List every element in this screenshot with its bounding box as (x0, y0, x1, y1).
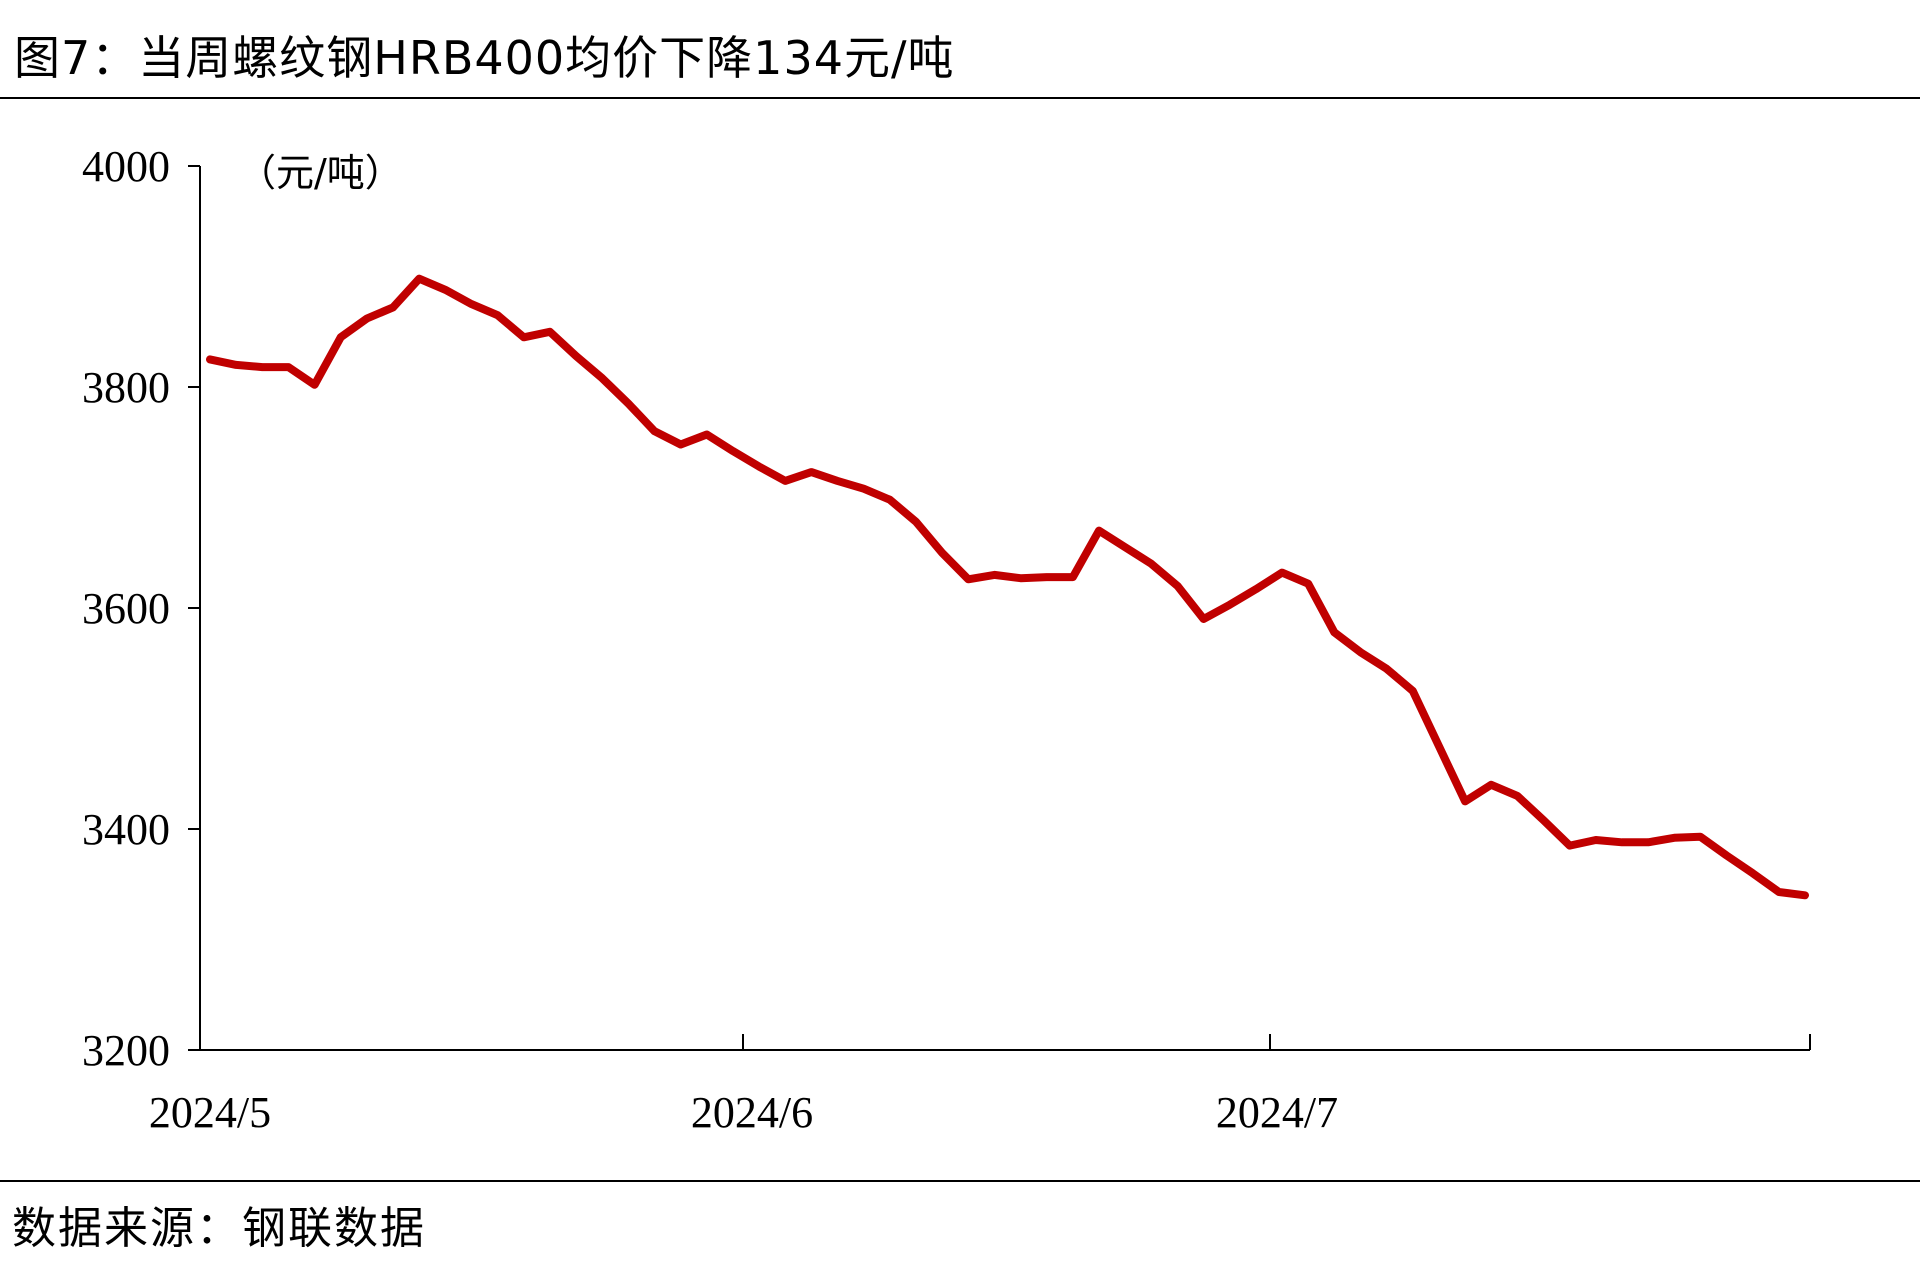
unit-label: （元/吨） (238, 151, 403, 195)
x-axis-ticks: 2024/5 2024/6 2024/7 (149, 1034, 1811, 1137)
x-tick-label: 2024/6 (691, 1088, 813, 1137)
x-tick-label: 2024/5 (149, 1088, 271, 1137)
bottom-rule (0, 1180, 1920, 1182)
y-axis-ticks: 3200 3400 3600 3800 4000 (82, 142, 200, 1075)
y-tick-label: 3200 (82, 1026, 170, 1075)
series-line (206, 274, 1809, 900)
y-tick-label: 4000 (82, 142, 170, 191)
data-points (209, 278, 1806, 896)
figure-title: 图7：当周螺纹钢HRB400均价下降134元/吨 (14, 31, 955, 85)
top-rule (0, 97, 1920, 99)
source-note: 数据来源：钢联数据 (12, 1203, 426, 1254)
y-tick-label: 3800 (82, 363, 170, 412)
x-tick-label: 2024/7 (1216, 1088, 1338, 1137)
y-tick-label: 3400 (82, 805, 170, 854)
y-tick-label: 3600 (82, 584, 170, 633)
